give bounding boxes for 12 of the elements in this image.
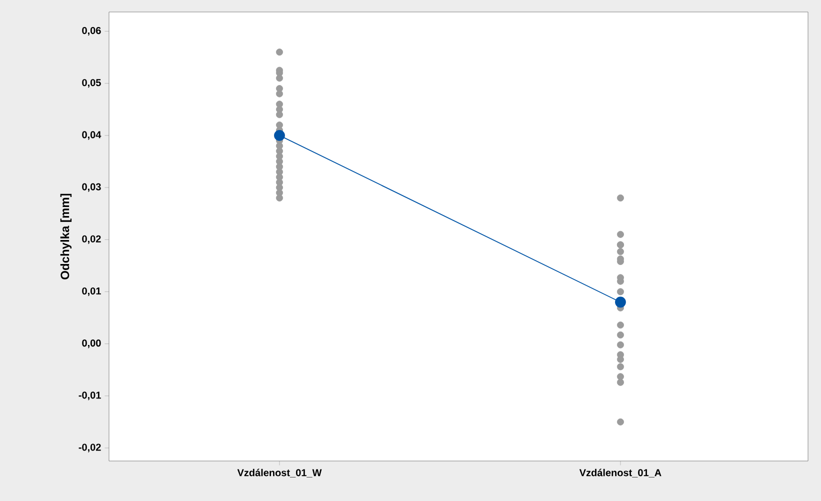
y-tick-label: 0,02 [82, 235, 101, 244]
y-tick-label: 0,00 [82, 340, 101, 348]
y-tick-label: -0,01 [78, 392, 101, 400]
y-tick-label: 0,04 [82, 131, 102, 140]
y-axis-title: Odchylka [mm] [60, 194, 72, 280]
y-tick-label: 0,03 [82, 183, 101, 192]
y-tick-label: 0,01 [82, 287, 101, 296]
y-tick-label: -0,02 [78, 444, 101, 452]
y-tick-label: 0,06 [82, 27, 101, 36]
x-tick-label: Vzdálenost_01_A [579, 468, 662, 478]
y-tick-label: 0,05 [82, 79, 101, 88]
x-tick-label: Vzdálenost_01_W [237, 468, 322, 478]
